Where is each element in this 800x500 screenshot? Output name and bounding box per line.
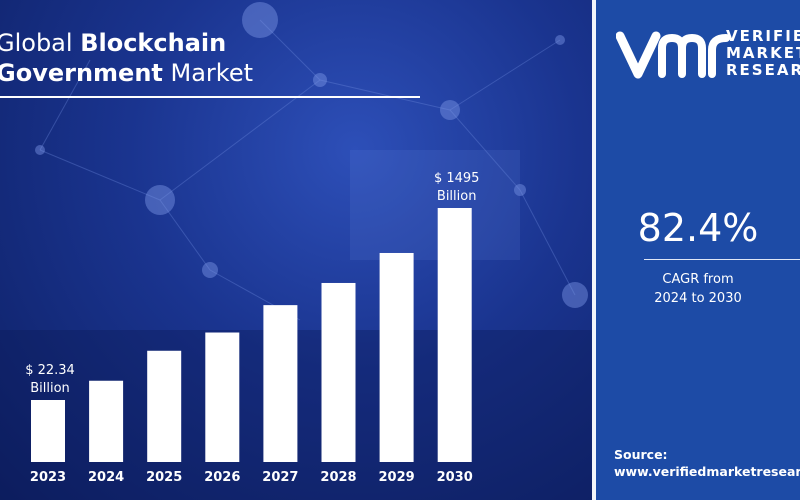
stats-panel: VERIFIED MARKET RESEARCH 82.4% CAGR from… xyxy=(592,0,800,500)
x-tick-label: 2027 xyxy=(262,470,298,485)
bar-chart: 2023 2024 2025 2026 2027 2028 2029 2030 $ 22.34 B… xyxy=(0,0,592,500)
x-tick-label: 2029 xyxy=(379,470,415,485)
data-label: Billion xyxy=(437,189,477,204)
cagr-value: 82.4% xyxy=(637,206,759,250)
x-tick-label: 2030 xyxy=(437,470,473,485)
cagr-label: CAGR from 2024 to 2030 xyxy=(654,272,742,306)
data-label: $ 1495 xyxy=(434,171,480,186)
data-label: $ 22.34 xyxy=(25,363,75,378)
brand-name: VERIFIED MARKET RESEARCH xyxy=(726,27,800,79)
bar-2030 xyxy=(437,208,472,462)
bar-2026 xyxy=(205,332,240,462)
x-tick-label: 2026 xyxy=(204,470,240,485)
source-note: Source: www.verifiedmarketresearch.com xyxy=(614,446,800,480)
vmr-logo-icon xyxy=(616,31,730,79)
x-tick-label: 2025 xyxy=(146,470,182,485)
cagr-divider xyxy=(644,259,800,260)
x-tick-label: 2028 xyxy=(320,470,356,485)
x-tick-label: 2023 xyxy=(30,470,66,485)
bar-2028 xyxy=(321,282,356,462)
chart-panel: Global Blockchain Government Market 2023… xyxy=(0,0,592,500)
bar-2024 xyxy=(89,380,124,462)
chart-title: Global Blockchain Government Market xyxy=(0,29,254,87)
bar-2029 xyxy=(379,252,414,462)
bar-2023 xyxy=(31,400,65,462)
data-label: Billion xyxy=(30,381,70,396)
source-url[interactable]: www.verifiedmarketresearch.com xyxy=(614,464,800,479)
title-underline xyxy=(0,96,420,98)
bar-2027 xyxy=(263,305,298,462)
x-tick-label: 2024 xyxy=(88,470,124,485)
bar-2025 xyxy=(147,350,182,462)
